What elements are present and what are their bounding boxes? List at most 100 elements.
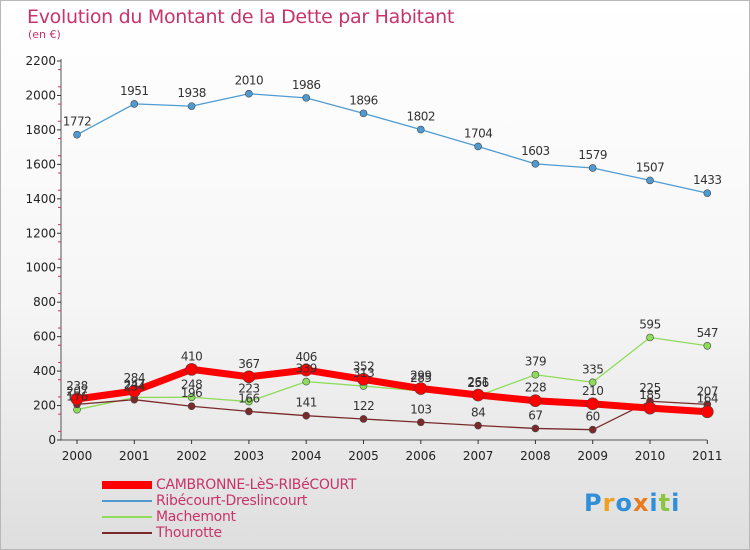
y-tick-label: 800: [33, 295, 56, 309]
data-point-ribe-court-dreslincourt: [302, 94, 311, 102]
data-label: 547: [697, 326, 718, 340]
data-label: 196: [181, 386, 202, 400]
data-point-cambronne-le-s-ribe-court: [70, 392, 84, 406]
data-label: 60: [586, 410, 600, 424]
data-label: 2010: [235, 74, 264, 88]
data-label: 185: [639, 388, 660, 402]
data-label: 1704: [464, 126, 493, 140]
data-label: 122: [353, 399, 374, 413]
x-tick-label: 2005: [348, 449, 379, 463]
data-point-machemont: [245, 397, 253, 406]
x-tick-label: 2002: [176, 449, 207, 463]
data-label: 176: [66, 390, 87, 404]
legend-item-cambronne-le-s-ribe-court: CAMBRONNE-LèS-RIBéCOURT: [102, 477, 357, 493]
y-tick-label: 0: [48, 433, 56, 447]
data-point-thourotte: [531, 424, 540, 433]
data-point-thourotte: [416, 418, 425, 427]
legend-label: Machemont: [156, 509, 236, 525]
data-label: 1579: [578, 148, 607, 162]
data-label: 595: [639, 317, 660, 331]
legend-swatch: [102, 481, 152, 489]
x-tick-label: 2010: [635, 449, 666, 463]
y-tick-label: 600: [33, 330, 56, 344]
data-label: 164: [697, 392, 718, 406]
data-label: 166: [238, 391, 259, 405]
data-label: 247: [124, 377, 145, 391]
data-label: 84: [471, 406, 485, 420]
y-tick-label: 1600: [25, 157, 56, 171]
data-label: 207: [66, 384, 87, 398]
x-tick-label: 2001: [119, 449, 150, 463]
data-label: 103: [410, 402, 431, 416]
data-label: 248: [181, 377, 202, 391]
data-point-cambronne-le-s-ribe-court: [185, 363, 198, 376]
data-point-thourotte: [245, 407, 253, 416]
data-point-machemont: [302, 377, 311, 386]
data-point-ribe-court-dreslincourt: [73, 130, 81, 139]
data-label: 1951: [120, 84, 149, 98]
data-label: 1603: [521, 144, 550, 158]
data-point-cambronne-le-s-ribe-court: [299, 363, 313, 377]
data-point-thourotte: [588, 425, 597, 434]
data-label: 285: [410, 371, 431, 385]
data-label: 284: [124, 371, 145, 385]
legend-label: Thourotte: [156, 525, 222, 541]
data-label: 210: [582, 384, 603, 398]
proxiti-logo: Proxiti: [584, 489, 681, 517]
data-point-ribe-court-dreslincourt: [588, 164, 597, 172]
chart-subtitle: (en €): [28, 28, 61, 41]
legend-swatch: [102, 516, 152, 518]
data-point-cambronne-le-s-ribe-court: [643, 401, 657, 415]
data-point-cambronne-le-s-ribe-court: [586, 397, 600, 411]
series-line-machemont: [76, 336, 708, 411]
data-point-cambronne-le-s-ribe-court: [529, 394, 542, 408]
x-tick-label: 2007: [463, 449, 494, 463]
data-point-machemont: [646, 333, 654, 342]
y-tick-label: 200: [33, 399, 56, 413]
data-point-machemont: [588, 378, 597, 387]
data-label: 207: [697, 384, 718, 398]
data-label: 410: [181, 349, 202, 363]
y-tick-label: 2200: [25, 54, 56, 68]
y-tick-label: 1400: [25, 192, 56, 206]
data-point-thourotte: [474, 421, 482, 430]
data-point-thourotte: [302, 411, 311, 420]
series-line-thourotte: [76, 399, 708, 431]
data-point-ribe-court-dreslincourt: [187, 102, 196, 110]
data-label: 335: [582, 362, 603, 376]
data-label: 313: [353, 366, 374, 380]
data-point-ribe-court-dreslincourt: [130, 100, 139, 108]
x-tick-label: 2011: [692, 449, 723, 463]
data-point-cambronne-le-s-ribe-court: [357, 373, 370, 386]
data-point-ribe-court-dreslincourt: [703, 189, 712, 197]
data-point-ribe-court-dreslincourt: [416, 125, 425, 134]
data-label: 1507: [636, 160, 665, 174]
data-point-ribe-court-dreslincourt: [474, 142, 482, 151]
data-label: 223: [238, 382, 259, 396]
chart-title: Evolution du Montant de la Dette par Hab…: [27, 6, 455, 28]
data-point-machemont: [703, 341, 712, 350]
data-point-cambronne-le-s-ribe-court: [414, 382, 428, 395]
data-label: 339: [295, 362, 316, 376]
data-label: 141: [295, 396, 316, 410]
data-label: 238: [66, 379, 87, 393]
data-point-ribe-court-dreslincourt: [245, 89, 253, 98]
data-label: 225: [639, 381, 660, 395]
y-tick-label: 1200: [25, 226, 56, 240]
data-label: 1802: [407, 110, 436, 124]
y-tick-label: 400: [33, 364, 56, 378]
x-tick-label: 2004: [291, 449, 322, 463]
legend-label: CAMBRONNE-LèS-RIBéCOURT: [156, 477, 357, 493]
data-label: 256: [467, 376, 488, 390]
data-label: 379: [525, 355, 546, 369]
data-label: 367: [238, 357, 259, 371]
data-point-cambronne-le-s-ribe-court: [128, 384, 141, 398]
series-line-cambronne-le-s-ribe-court: [76, 365, 708, 416]
x-tick-label: 2009: [577, 449, 608, 463]
y-tick-label: 1000: [25, 261, 56, 275]
data-point-ribe-court-dreslincourt: [359, 109, 368, 118]
data-point-ribe-court-dreslincourt: [531, 160, 540, 168]
data-label: 1938: [177, 86, 206, 100]
x-tick-label: 2003: [234, 449, 265, 463]
